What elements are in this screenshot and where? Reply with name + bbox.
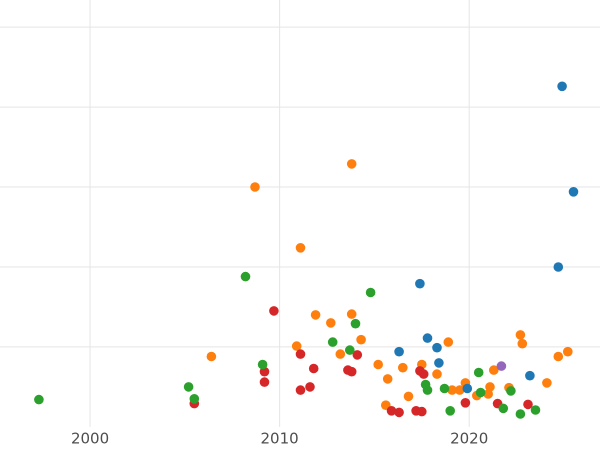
data-point-green: [365, 287, 376, 298]
data-point-orange: [346, 159, 357, 169]
data-point-green: [530, 405, 541, 415]
data-point-red: [346, 366, 357, 377]
data-point-green: [350, 318, 361, 329]
data-point-orange: [517, 338, 528, 349]
data-point-orange: [403, 391, 414, 402]
data-point-green: [439, 383, 450, 394]
data-point-orange: [250, 182, 260, 192]
data-point-green: [515, 409, 526, 419]
data-point-blue: [422, 333, 433, 343]
data-point-green: [183, 382, 194, 392]
x-tick-label: 2020: [450, 429, 488, 447]
data-point-red: [259, 366, 270, 377]
data-point-blue: [434, 358, 444, 368]
data-point-orange: [206, 351, 217, 362]
data-point-orange: [295, 243, 306, 253]
data-point-orange: [454, 385, 465, 395]
data-point-red: [418, 369, 429, 379]
data-point-orange: [335, 349, 346, 359]
data-point-orange: [563, 346, 573, 357]
x-tick-label: 2010: [261, 429, 299, 447]
data-point-green: [506, 386, 516, 396]
data-point-green: [189, 394, 200, 404]
data-point-red: [308, 363, 319, 374]
data-point-orange: [515, 330, 526, 340]
data-point-green: [445, 406, 456, 416]
data-point-red: [394, 407, 404, 418]
data-point-orange: [346, 309, 357, 319]
data-point-blue: [568, 187, 579, 197]
x-tick-label: 2000: [71, 429, 109, 447]
data-point-red: [386, 406, 397, 416]
data-point-red: [352, 350, 363, 360]
data-point-green: [498, 403, 509, 414]
data-point-green: [475, 387, 486, 398]
data-point-orange: [483, 389, 494, 399]
data-point-green: [327, 337, 338, 347]
data-point-green: [240, 271, 251, 282]
data-point-orange: [373, 359, 384, 370]
data-point-blue: [557, 81, 567, 92]
data-point-red: [305, 382, 315, 392]
data-point-orange: [553, 351, 564, 362]
data-point-blue: [525, 370, 535, 381]
data-point-green: [422, 385, 433, 395]
data-point-orange: [542, 378, 552, 388]
data-point-orange: [291, 341, 302, 351]
data-point-red: [269, 306, 279, 316]
data-point-green: [34, 394, 44, 405]
data-point-blue: [462, 383, 473, 394]
data-point-red: [295, 349, 306, 359]
data-point-red: [259, 377, 270, 387]
data-point-orange: [356, 334, 366, 345]
data-point-orange: [398, 362, 408, 373]
data-point-orange: [382, 374, 393, 384]
data-point-orange: [326, 318, 336, 328]
data-point-orange: [310, 310, 321, 320]
data-point-red: [523, 399, 533, 410]
data-point-green: [473, 367, 484, 378]
data-point-red: [417, 406, 427, 417]
data-point-red: [460, 398, 471, 408]
data-point-orange: [447, 385, 457, 395]
data-point-purple: [496, 361, 507, 371]
data-point-green: [345, 345, 355, 355]
data-point-green: [257, 359, 268, 370]
data-point-blue: [432, 342, 442, 353]
data-point-blue: [394, 346, 404, 357]
data-point-orange: [489, 365, 499, 375]
data-point-blue: [415, 278, 425, 289]
data-point-blue: [553, 262, 564, 272]
data-point-orange: [432, 369, 442, 379]
data-point-orange: [443, 337, 454, 347]
data-point-red: [295, 385, 306, 395]
